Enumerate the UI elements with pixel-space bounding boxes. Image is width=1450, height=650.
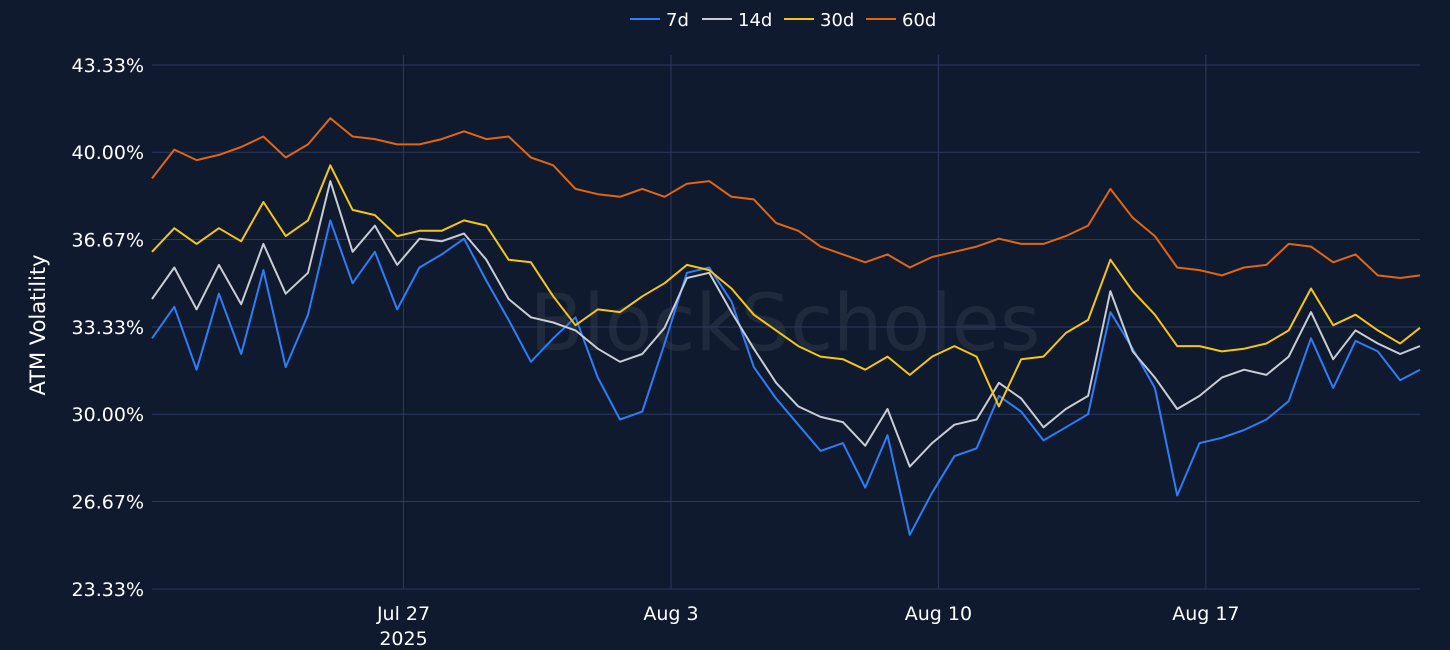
y-tick-label: 40.00% — [72, 142, 144, 164]
y-tick-label: 36.67% — [72, 229, 144, 251]
x-tick-label: Aug 17 — [1172, 603, 1239, 625]
series-line-14d — [151, 180, 1421, 468]
legend-label: 7d — [666, 10, 689, 31]
series-line-7d — [151, 219, 1421, 536]
series-line-30d — [151, 164, 1421, 408]
legend-item-7d[interactable]: 7d — [630, 10, 689, 31]
y-tick-label: 23.33% — [72, 579, 144, 601]
series-line-60d — [151, 117, 1421, 279]
series-lines — [151, 117, 1421, 536]
legend-item-60d[interactable]: 60d — [866, 10, 936, 31]
legend-item-30d[interactable]: 30d — [784, 10, 854, 31]
x-tick-label: Jul 27 — [376, 603, 430, 625]
y-tick-label: 33.33% — [72, 317, 144, 339]
watermark: BlockScholes — [530, 279, 1041, 369]
y-tick-label: 26.67% — [72, 491, 144, 513]
y-axis-tick-labels: 23.33% 26.67% 30.00% 33.33% 36.67% 40.00% 43.3… — [72, 55, 144, 601]
x-axis-tick-labels: Jul 27 2025 Aug 3 Aug 10 Aug 17 — [376, 603, 1240, 650]
legend-label: 30d — [820, 10, 854, 31]
legend-label: 60d — [902, 10, 936, 31]
y-tick-label: 30.00% — [72, 404, 144, 426]
legend-label: 14d — [738, 10, 772, 31]
x-tick-sublabel: 2025 — [379, 628, 427, 650]
y-tick-label: 43.33% — [72, 55, 144, 77]
y-gridlines — [152, 64, 1420, 590]
x-tick-label: Aug 10 — [905, 603, 972, 625]
legend[interactable]: 7d 14d 30d 60d — [630, 10, 936, 31]
legend-item-14d[interactable]: 14d — [702, 10, 772, 31]
y-axis-title: ATM Volatility — [26, 254, 50, 395]
x-tick-label: Aug 3 — [643, 603, 698, 625]
